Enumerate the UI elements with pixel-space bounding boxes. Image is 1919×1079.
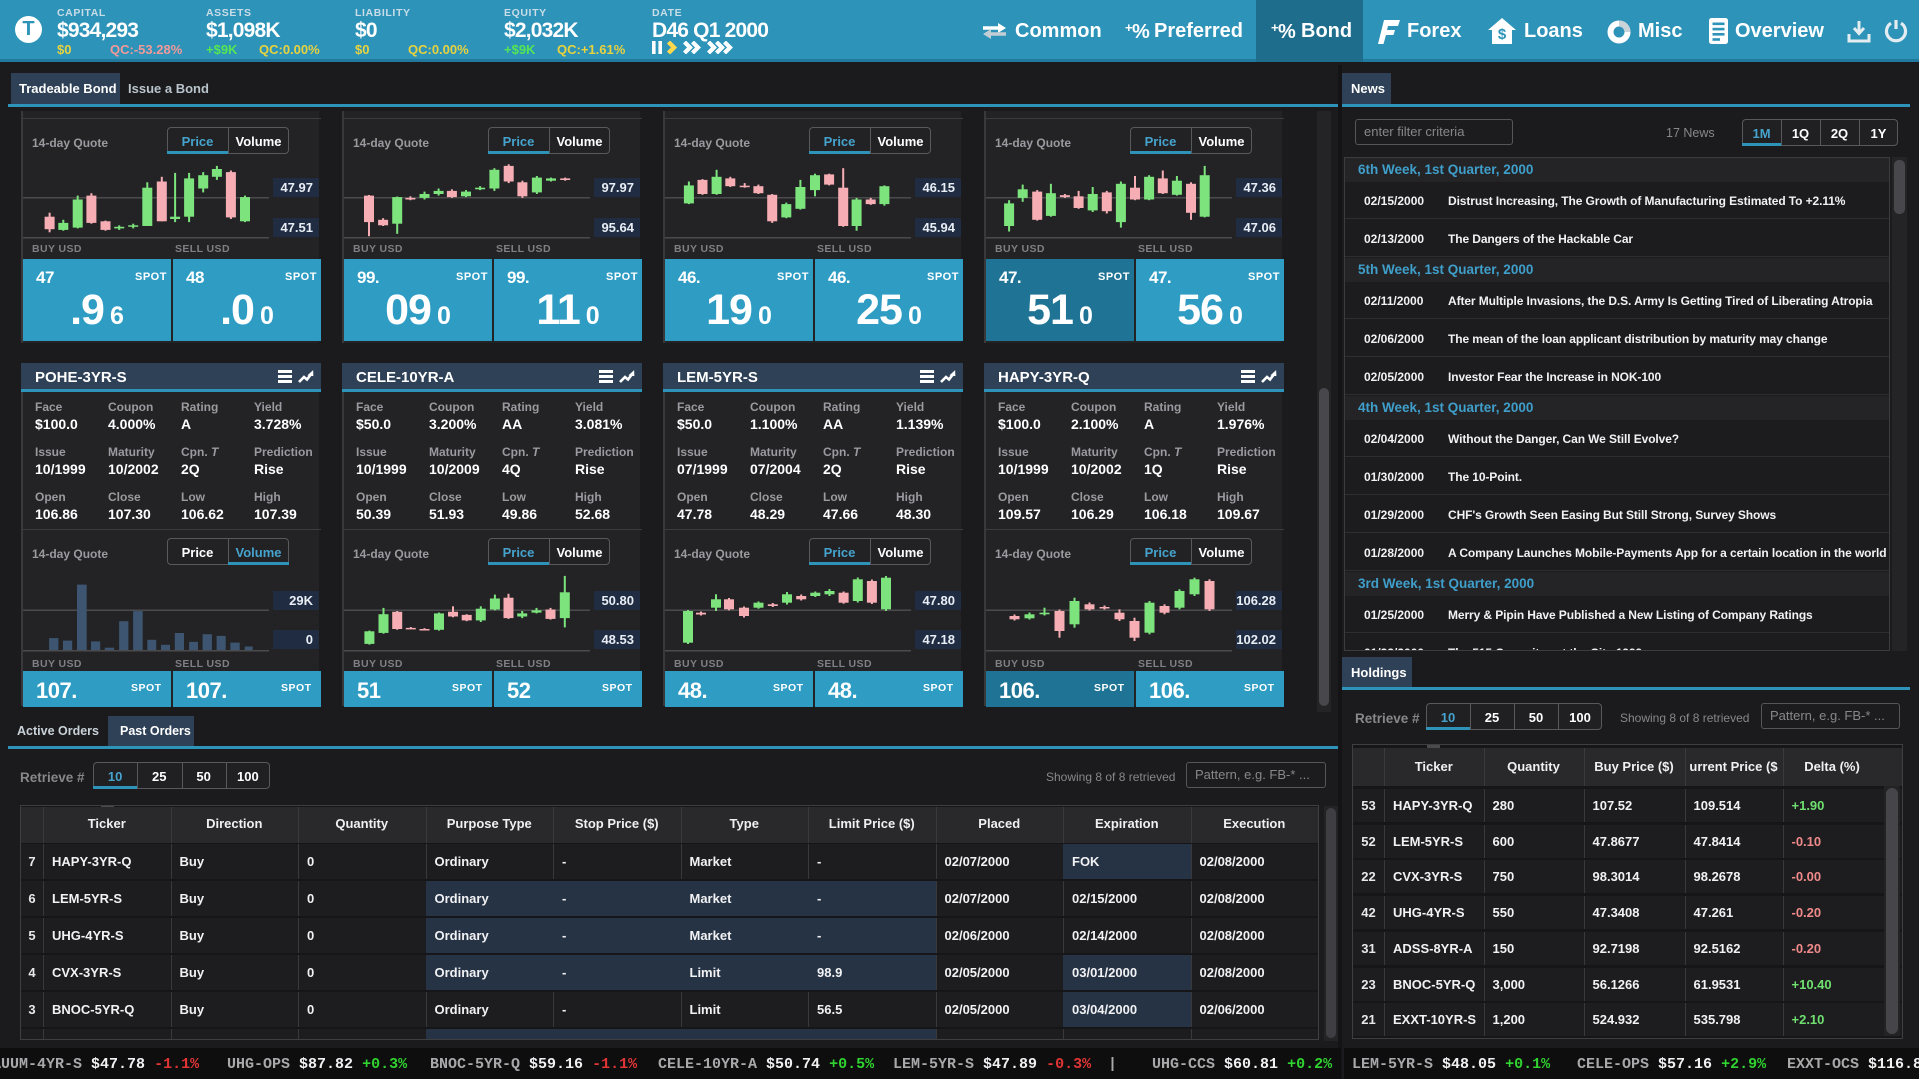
svg-text:$: $ bbox=[1498, 26, 1507, 43]
